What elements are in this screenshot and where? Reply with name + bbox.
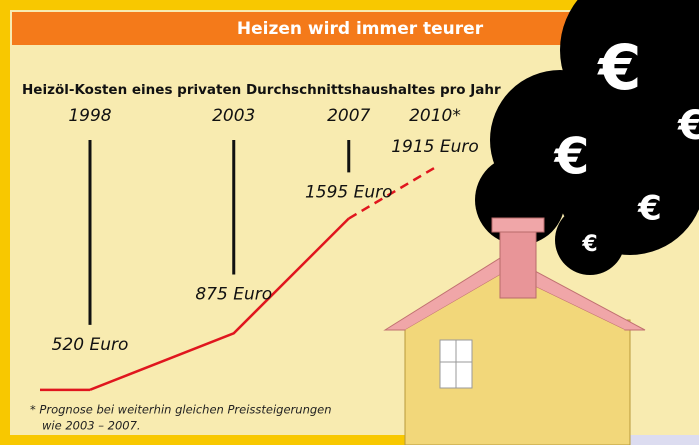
value-label: 1915 Euro bbox=[391, 137, 479, 157]
value-label: 520 Euro bbox=[52, 335, 129, 355]
house-body bbox=[404, 319, 631, 445]
footnote: wie 2003 – 2007. bbox=[42, 419, 141, 433]
year-label: 2010* bbox=[409, 106, 461, 126]
euro-symbol: € bbox=[596, 31, 641, 104]
year-label: 2007 bbox=[327, 106, 370, 126]
euro-symbol: € bbox=[637, 189, 662, 229]
year-label: 1998 bbox=[68, 106, 111, 126]
subtitle: Heizöl-Kosten eines privaten Durchschnit… bbox=[22, 82, 501, 98]
euro-symbol: € bbox=[581, 232, 597, 257]
smoke-cloud bbox=[475, 0, 699, 275]
gable bbox=[405, 272, 625, 330]
chimney-top bbox=[491, 217, 545, 233]
euro-symbol: € bbox=[677, 103, 699, 149]
cost-line bbox=[89, 217, 350, 391]
value-label: 1595 Euro bbox=[305, 182, 393, 202]
title: Heizen wird immer teurer bbox=[237, 19, 484, 39]
chimney bbox=[499, 227, 537, 299]
euro-symbol: € bbox=[554, 128, 590, 186]
year-label: 2003 bbox=[212, 106, 255, 126]
forecast-line bbox=[348, 166, 436, 220]
value-label: 875 Euro bbox=[195, 284, 272, 304]
header-bar bbox=[12, 12, 592, 45]
footnote: * Prognose bei weiterhin gleichen Preiss… bbox=[30, 403, 332, 417]
